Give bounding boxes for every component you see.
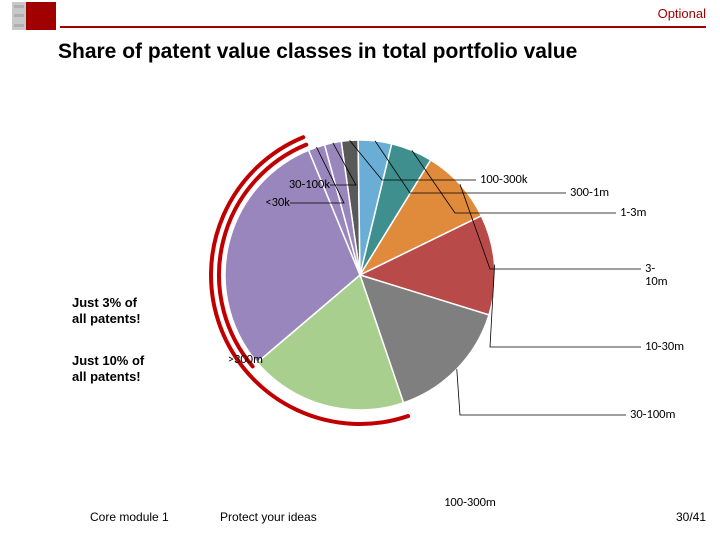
svg-text:300-1m: 300-1m xyxy=(570,185,609,200)
svg-text:100-300m: 100-300m xyxy=(444,495,496,510)
logo-stripes xyxy=(12,2,26,30)
svg-text:30-100m: 30-100m xyxy=(630,407,676,422)
org-logo xyxy=(12,2,56,30)
callout-3pct: Just 3% ofall patents! xyxy=(72,295,141,328)
svg-text:10m: 10m xyxy=(645,274,668,289)
page-title: Share of patent value classes in total p… xyxy=(58,40,577,64)
callout-10pct: Just 10% ofall patents! xyxy=(72,353,144,386)
footer-module: Core module 1 xyxy=(90,510,169,524)
svg-text:1-3m: 1-3m xyxy=(620,205,646,220)
pie-svg: 100-300k300-1m1-3m3-10m10-30m30-100m100-… xyxy=(170,85,690,525)
svg-text:100-300k: 100-300k xyxy=(480,172,528,187)
page-number: 30/41 xyxy=(676,510,706,524)
header-rule xyxy=(60,26,706,28)
optional-label: Optional xyxy=(658,6,706,21)
svg-text:30-100k: 30-100k xyxy=(289,177,331,192)
svg-text:<30k: <30k xyxy=(265,195,290,210)
svg-text:10-30m: 10-30m xyxy=(645,339,684,354)
footer-tagline: Protect your ideas xyxy=(220,510,317,524)
logo-text xyxy=(26,2,56,30)
svg-text:>300m: >300m xyxy=(228,352,263,367)
pie-chart: 100-300k300-1m1-3m3-10m10-30m30-100m100-… xyxy=(170,85,550,465)
